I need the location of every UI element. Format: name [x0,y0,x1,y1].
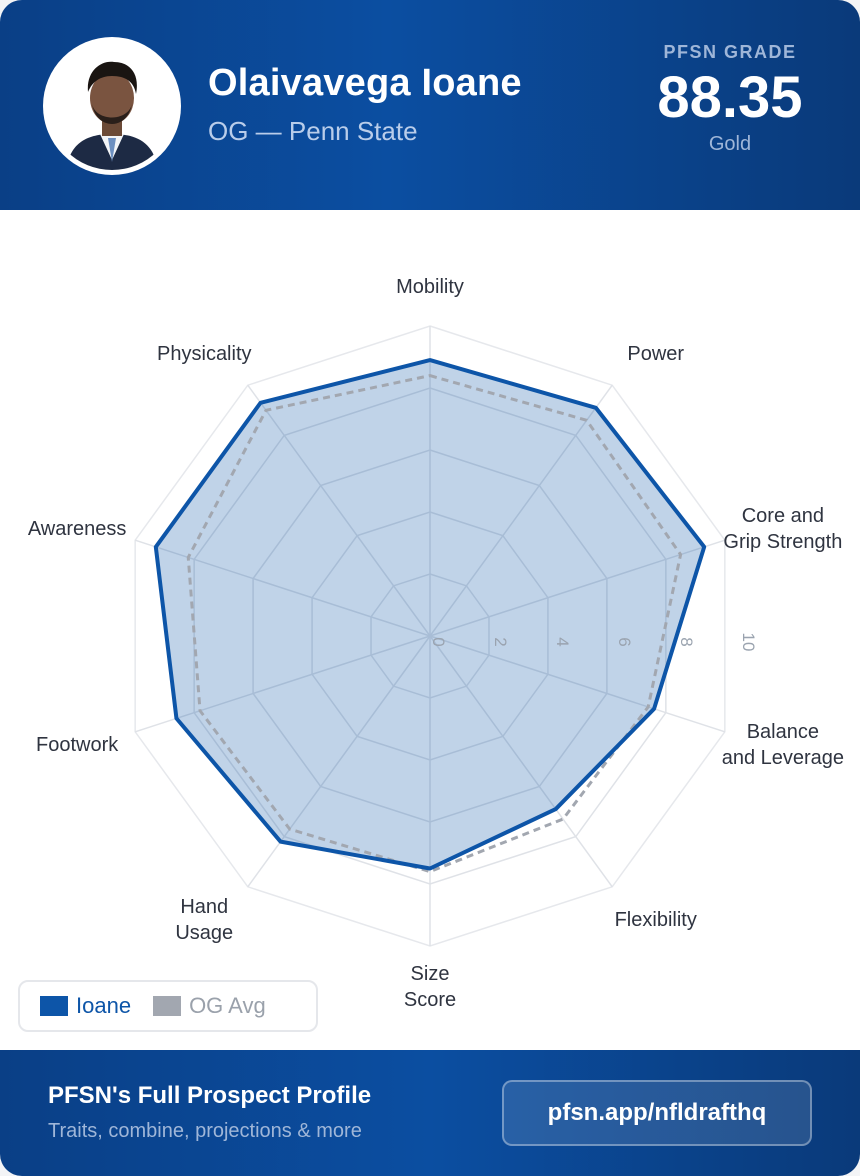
legend-swatch-player [40,996,68,1016]
tick-label-0: 0 [429,637,448,646]
player-name: Olaivavega Ioane [208,62,522,104]
tick-label-10: 10 [739,633,758,652]
spoke-4 [429,635,613,888]
legend-label-player: Ioane [76,993,132,1018]
axis-label-8: Awareness [28,518,127,540]
spoke-3 [429,635,726,733]
axis-label-0: Mobility [396,276,464,298]
axis-label-5: Size Score [404,963,456,1011]
series-fill-player [155,360,705,869]
player-photo-icon [48,42,176,170]
footer-subtitle: Traits, combine, projections & more [48,1120,362,1142]
profile-link-button[interactable]: pfsn.app/nfldrafthq [502,1080,812,1146]
chart-area: 0 2 4 6 8 10 Mobility Power Core and Grip Strengt… [0,210,860,1050]
player-avatar [48,42,176,170]
spoke-8 [134,539,431,637]
grade-value: 88.35 [657,65,803,130]
spoke-1 [429,384,613,637]
legend-label-avg: OG Avg [189,993,266,1018]
grade-tier: Gold [708,133,752,155]
legend-swatch-avg [153,996,182,1016]
axis-label-6: Hand Usage [175,896,233,944]
axis-label-1: Power [627,343,684,365]
tick-label-8: 8 [677,637,696,646]
legend-item-player[interactable]: Ioane [40,993,131,1019]
header: Olaivavega Ioane OG — Penn State PFSN GR… [0,0,860,210]
axis-label-3: Balance and Leverage [722,721,844,769]
axis-label-9: Physicality [157,343,251,365]
footer: PFSN's Full Prospect Profile Traits, com… [0,1050,860,1176]
spoke-6 [247,635,431,888]
axis-label-4: Flexibility [615,909,697,931]
tick-label-4: 4 [553,637,572,646]
spoke-2 [429,539,726,637]
axis-label-7: Footwork [36,734,119,756]
spoke-7 [134,635,431,733]
footer-title: PFSN's Full Prospect Profile [48,1082,372,1109]
tick-label-6: 6 [615,637,634,646]
spoke-9 [247,384,431,637]
axis-label-2: Core and Grip Strength [723,505,842,553]
legend: Ioane OG Avg [18,980,318,1032]
grade-box: PFSN GRADE 88.35 Gold [640,42,820,156]
grade-label: PFSN GRADE [663,42,797,62]
legend-item-avg[interactable]: OG Avg [153,993,266,1019]
tick-label-2: 2 [491,637,510,646]
position-school: OG — Penn State [208,116,418,146]
series-line-player [153,358,707,871]
radar-chart: 0 2 4 6 8 10 Mobility Power Core and Grip Strengt… [28,276,844,1011]
